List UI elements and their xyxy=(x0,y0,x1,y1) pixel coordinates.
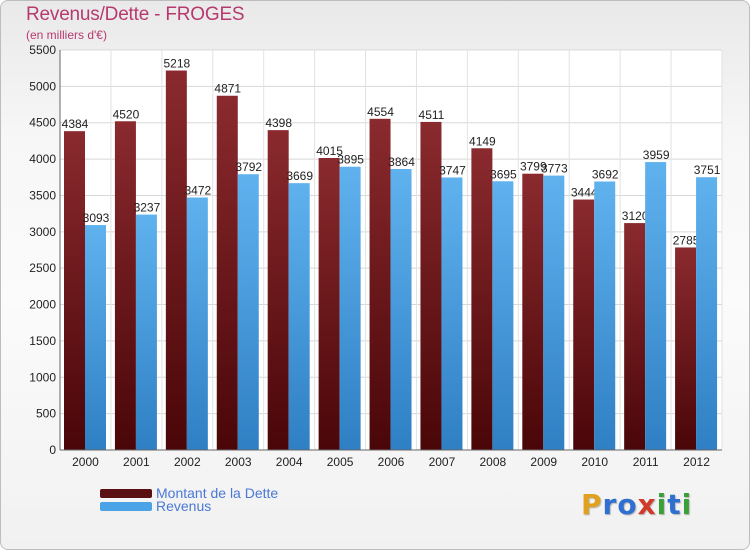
y-tick-label: 1000 xyxy=(29,370,56,384)
legend-swatch-dette xyxy=(100,489,152,498)
x-tick-label: 2008 xyxy=(479,455,506,469)
bar-dette xyxy=(318,158,340,450)
data-label-dette: 4554 xyxy=(367,105,394,119)
bar-dette xyxy=(369,118,391,451)
data-label-revenus: 3895 xyxy=(337,153,364,167)
data-label-dette: 5218 xyxy=(163,57,190,71)
data-label-revenus: 3792 xyxy=(235,160,262,174)
bar-dette xyxy=(165,70,187,450)
data-label-revenus: 3237 xyxy=(134,201,161,215)
x-tick-label: 2000 xyxy=(72,455,99,469)
chart-title: Revenus/Dette - FROGES xyxy=(26,4,245,25)
x-tick-label: 2011 xyxy=(633,455,659,469)
y-tick-label: 5000 xyxy=(29,79,56,93)
logo-letter: o xyxy=(617,488,638,521)
bar-dette xyxy=(573,199,595,450)
bar-revenus xyxy=(390,168,412,450)
data-label-dette: 4520 xyxy=(113,107,140,121)
logo-letter: x xyxy=(637,488,657,521)
y-tick-label: 1500 xyxy=(29,334,56,348)
chart-subtitle: (en milliers d'€) xyxy=(26,28,107,42)
x-tick-label: 2009 xyxy=(530,455,557,469)
data-label-revenus: 3695 xyxy=(490,167,517,181)
x-tick-label: 2002 xyxy=(174,455,201,469)
legend-label-revenus: Revenus xyxy=(156,498,212,514)
data-label-revenus: 3773 xyxy=(541,162,568,176)
y-tick-label: 500 xyxy=(36,407,56,421)
bar-revenus xyxy=(85,225,106,450)
bar-dette xyxy=(64,131,85,450)
bar-dette xyxy=(522,173,544,450)
x-tick-label: 2005 xyxy=(327,455,354,469)
bar-dette xyxy=(624,223,646,450)
bar-revenus xyxy=(288,183,310,450)
x-tick-label: 2012 xyxy=(683,455,710,469)
x-tick-label: 2001 xyxy=(123,455,150,469)
logo-letter: P xyxy=(581,488,603,521)
x-tick-label: 2010 xyxy=(581,455,608,469)
bar-dette xyxy=(216,95,238,450)
y-tick-label: 5500 xyxy=(29,43,56,57)
legend-swatch-revenus xyxy=(100,502,152,511)
data-label-dette: 4384 xyxy=(62,117,89,131)
logo-letter: i xyxy=(656,488,668,521)
bar-dette xyxy=(267,130,289,451)
y-tick-label: 4000 xyxy=(29,152,56,166)
data-label-revenus: 3751 xyxy=(694,163,721,177)
y-tick-label: 0 xyxy=(49,443,56,457)
y-tick-label: 3500 xyxy=(29,188,56,202)
data-label-revenus: 3669 xyxy=(286,169,313,183)
logo-letter: t xyxy=(667,488,682,521)
data-label-dette: 4871 xyxy=(214,82,241,96)
data-label-dette: 4398 xyxy=(265,116,292,130)
y-tick-label: 3000 xyxy=(29,225,56,239)
proxiti-logo: Proxiti xyxy=(581,488,692,521)
bar-dette xyxy=(675,247,697,450)
y-tick-label: 4500 xyxy=(29,116,56,130)
data-label-dette: 3120 xyxy=(622,209,649,223)
bar-revenus xyxy=(135,214,157,450)
data-label-dette: 4511 xyxy=(419,108,445,122)
bar-revenus xyxy=(645,162,667,450)
data-label-dette: 3444 xyxy=(571,186,598,200)
x-tick-label: 2006 xyxy=(378,455,405,469)
data-label-dette: 4149 xyxy=(469,134,496,148)
bar-revenus xyxy=(237,174,259,450)
legend-label-dette: Montant de la Dette xyxy=(156,485,279,501)
bar-dette xyxy=(471,148,493,450)
data-label-revenus: 3959 xyxy=(643,148,670,162)
bar-dette xyxy=(420,121,442,450)
bar-revenus xyxy=(339,166,361,450)
y-tick-label: 2000 xyxy=(29,298,56,312)
x-tick-label: 2004 xyxy=(276,455,303,469)
x-tick-label: 2003 xyxy=(225,455,252,469)
bar-revenus xyxy=(186,197,208,450)
logo-letter: i xyxy=(681,488,693,521)
logo-letter: r xyxy=(602,488,618,521)
bar-revenus xyxy=(543,175,565,450)
bar-revenus xyxy=(441,177,463,450)
data-label-dette: 4015 xyxy=(316,144,343,158)
x-tick-label: 2007 xyxy=(429,455,456,469)
data-label-revenus: 3864 xyxy=(388,155,415,169)
bar-dette xyxy=(114,121,136,450)
y-tick-label: 2500 xyxy=(29,261,56,275)
data-label-revenus: 3692 xyxy=(592,167,619,181)
data-label-dette: 3799 xyxy=(520,160,547,174)
bar-revenus xyxy=(594,181,616,450)
data-label-revenus: 3093 xyxy=(83,211,110,225)
data-label-revenus: 3747 xyxy=(439,163,466,177)
bar-revenus xyxy=(492,181,514,451)
bar-revenus xyxy=(696,177,718,450)
data-label-dette: 2785 xyxy=(673,233,700,247)
data-label-revenus: 3472 xyxy=(184,183,211,197)
